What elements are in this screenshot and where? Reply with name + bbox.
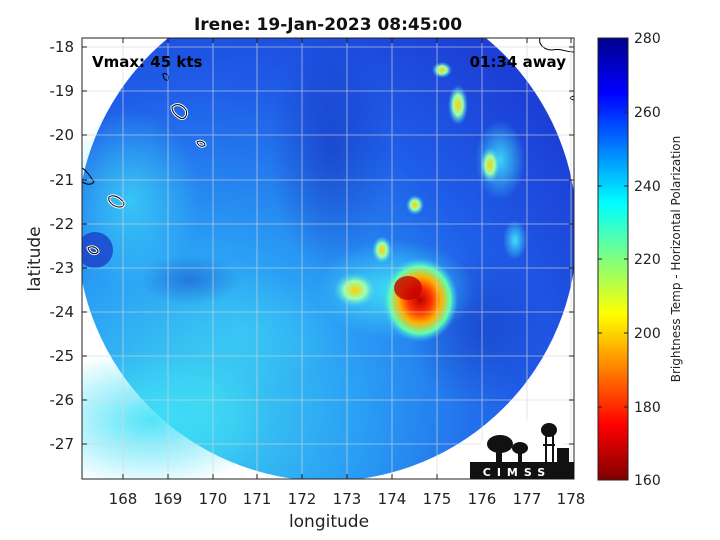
colorbar-tick-label: 260 [634,105,661,121]
x-tick-label: 173 [333,490,362,508]
convection-core [382,258,458,342]
colorbar-ticks [598,111,628,408]
colorbar [597,37,629,481]
plot-frame [81,37,575,480]
y-tick-label: -19 [50,82,75,100]
y-tick-label: -22 [50,215,75,233]
colorbar-tick-label: 240 [634,179,661,195]
x-tick-label: 170 [199,490,228,508]
colorbar-tick-label: 280 [634,31,661,47]
colorbar-tick-labels: 280 260 240 220 200 180 160 [634,31,661,489]
colorbar-tick-label: 220 [634,252,661,268]
y-tick-label: -24 [50,303,75,321]
time-away-annotation: 01:34 away [470,53,567,71]
colorbar-tick-label: 180 [634,400,661,416]
chart-title: Irene: 19-Jan-2023 08:45:00 [194,15,462,35]
x-tick-label: 168 [109,490,138,508]
x-tick-label: 171 [243,490,272,508]
y-tick-label: -23 [50,259,75,277]
colorbar-tick-label: 200 [634,326,661,342]
y-tick-label: -27 [50,435,75,453]
x-tick-label: 174 [378,490,407,508]
gridlines [82,38,574,479]
y-axis-label: latitude [25,226,45,291]
colorbar-tick-label: 160 [634,473,661,489]
x-tick-label: 169 [154,490,183,508]
vmax-annotation: Vmax: 45 kts [92,53,202,71]
x-tick-label: 172 [288,490,317,508]
y-tick-label: -18 [50,38,75,56]
x-tick-label: 176 [468,490,497,508]
x-tick-label: 177 [513,490,542,508]
y-tick-label: -25 [50,347,75,365]
y-tick-label: -26 [50,391,75,409]
y-tick-label: -20 [50,126,75,144]
y-tick-labels: -18 -19 -20 -21 -22 -23 -24 -25 -26 -27 [50,38,75,453]
x-tick-label: 175 [423,490,452,508]
coastlines [81,37,575,256]
x-tick-label: 178 [557,490,586,508]
x-tick-labels: 168 169 170 171 172 173 174 175 176 177 … [109,490,586,508]
y-tick-label: -21 [50,171,75,189]
colorbar-label: Brightness Temp - Horizontal Polarizatio… [669,136,683,383]
cimss-logo: CIMSS [470,420,574,479]
logo-text: CIMSS [483,466,551,479]
swath-layer [82,38,574,479]
x-axis-label: longitude [289,512,369,532]
